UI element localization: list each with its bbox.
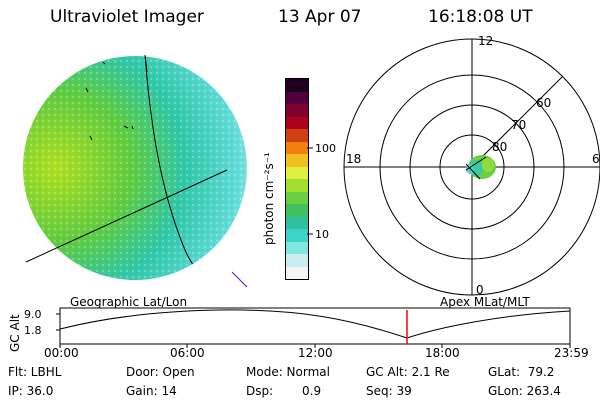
time-label: 16:18:08 UT [428,7,533,27]
altitude-plot: 9.0 1.8 [24,307,571,348]
dsp-label: Dsp: [246,384,274,398]
glat-info: GLat: 79.2 [488,365,555,379]
colorbar-unit-label: photon cm⁻²s⁻¹ [262,152,276,245]
polar-lat-70: 70 [511,118,526,132]
colorbar-band [286,254,308,267]
colorbar-band [286,191,308,204]
glon-info: GLon: 263.4 [488,384,561,398]
time-tick-0600: 06:00 [170,346,205,360]
colorbar-ticks: 100 10 [307,142,336,241]
colorbar-band [286,204,308,217]
earth-disk [23,56,247,280]
polar-label-0: 0 [476,283,484,297]
colorbar-band [286,129,308,142]
door-info: Door: Open [126,365,195,379]
colorbar [285,78,309,280]
colorbar-band [286,266,308,279]
gain-info: Gain: 14 [126,384,177,398]
polar-lat-60: 60 [536,96,551,110]
dsp-value: 0.9 [302,384,322,398]
polar-label-18: 18 [346,152,361,166]
colorbar-band [286,141,308,154]
colorbar-band [286,79,308,92]
polar-label-12: 12 [478,34,493,48]
colorbar-band [286,166,308,179]
date-label: 13 Apr 07 [278,7,362,27]
colorbar-tick-10: 10 [315,228,329,241]
geographic-latitude-line [25,169,228,263]
altitude-curve [59,309,571,339]
seq-info: Seq: 39 [366,384,412,398]
colorbar-band [286,241,308,254]
geographic-title: Geographic Lat/Lon [70,295,188,309]
time-tick-1800: 18:00 [425,346,460,360]
colorbar-tick-100: 100 [315,142,336,155]
terminator-mark [231,271,248,288]
polar-lat-80: 80 [492,140,507,154]
time-tick-2359: 23:59 [554,346,589,360]
polar-plot: 12 18 6 0 60 70 80 [343,34,600,297]
colorbar-band [286,229,308,242]
polar-label-6: 6 [592,152,600,166]
alt-tick-9: 9.0 [24,308,42,321]
colorbar-band [286,91,308,104]
colorbar-band [286,154,308,167]
alt-tick-1.8: 1.8 [24,324,42,337]
colorbar-band [286,216,308,229]
filter-info: Flt: LBHL [8,365,62,379]
star-specks [85,61,134,141]
colorbar-band [286,116,308,129]
altitude-frame [59,307,571,345]
instrument-title: Ultraviolet Imager [50,7,204,27]
time-tick-1200: 12:00 [298,346,333,360]
gc-alt-info: GC Alt: 2.1 Re [366,365,450,379]
time-tick-0000: 00:00 [44,346,79,360]
ip-info: IP: 36.0 [8,384,54,398]
colorbar-band [286,179,308,192]
mode-info: Mode: Normal [246,365,330,379]
colorbar-band [286,104,308,117]
apex-title: Apex MLat/MLT [440,295,530,309]
